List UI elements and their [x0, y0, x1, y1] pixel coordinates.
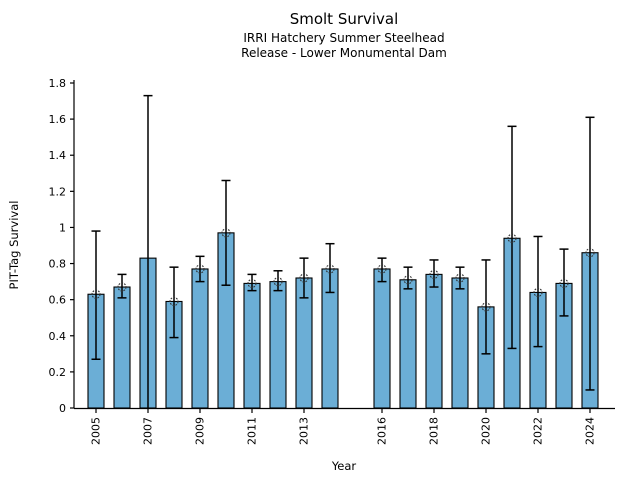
bar-2006: [113, 286, 131, 409]
bar-2009: [191, 268, 209, 409]
x-tick-label-2005: 2005: [90, 417, 103, 445]
data-marker-2012: [273, 277, 283, 287]
x-tick-label-2007: 2007: [142, 417, 155, 445]
x-tick-label-2024: 2024: [584, 417, 597, 445]
bar-2018: [425, 273, 443, 409]
data-marker-2008: [169, 296, 179, 307]
data-marker-2023: [559, 278, 569, 288]
x-axis-label: Year: [331, 459, 357, 473]
data-marker-2017: [403, 275, 413, 285]
data-marker-2011: [247, 278, 257, 288]
plot-area: 0 0.2 0.4 0.6 0.8 1 1.2 1.4 1.6 1.8 2005 2007 2009 20…: [49, 77, 615, 445]
x-tick-label-2018: 2018: [428, 417, 441, 445]
y-tick-label-1: 1: [59, 221, 66, 234]
data-marker-2022: [533, 287, 543, 297]
bar-2017: [399, 279, 417, 409]
y-axis-label: PIT-Tag Survival: [7, 201, 21, 290]
chart-subtitle-line1: IRRI Hatchery Summer Steelhead: [243, 31, 444, 45]
data-marker-2021: [507, 233, 517, 243]
x-tick-label-2009: 2009: [194, 417, 207, 445]
data-marker-2013: [299, 273, 309, 283]
x-tick-label-2020: 2020: [480, 417, 493, 445]
bar-2016: [373, 268, 391, 409]
data-marker-2019: [455, 273, 465, 283]
y-tick-label-0: 0: [59, 402, 66, 415]
data-marker-2016: [377, 264, 387, 274]
y-tick-label-0.2: 0.2: [49, 366, 67, 379]
y-tick-label-0.8: 0.8: [49, 258, 67, 271]
x-tick-label-2013: 2013: [298, 417, 311, 445]
x-tick-label-2016: 2016: [376, 417, 389, 445]
data-marker-2020: [481, 302, 491, 312]
y-tick-label-0.4: 0.4: [49, 330, 67, 343]
y-tick-label-1.2: 1.2: [49, 185, 67, 198]
data-marker-2009: [195, 264, 205, 274]
chart-subtitle-line2: Release - Lower Monumental Dam: [241, 46, 447, 60]
y-tick-label-1.4: 1.4: [49, 149, 67, 162]
data-marker-2018: [429, 269, 439, 279]
data-marker-2006: [117, 282, 127, 292]
x-tick-label-2011: 2011: [246, 417, 259, 445]
bar-2019: [451, 277, 469, 409]
data-marker-2010: [221, 228, 231, 238]
y-tick-label-1.6: 1.6: [49, 113, 67, 126]
y-tick-label-1.8: 1.8: [49, 77, 67, 90]
data-marker-2005: [91, 289, 101, 299]
bar-2012: [269, 281, 287, 409]
y-tick-label-0.6: 0.6: [49, 294, 67, 307]
data-marker-2024: [585, 248, 595, 258]
data-marker-2014: [325, 264, 335, 274]
chart-title: Smolt Survival: [290, 10, 399, 28]
x-tick-label-2022: 2022: [532, 417, 545, 445]
bar-2011: [243, 282, 261, 409]
